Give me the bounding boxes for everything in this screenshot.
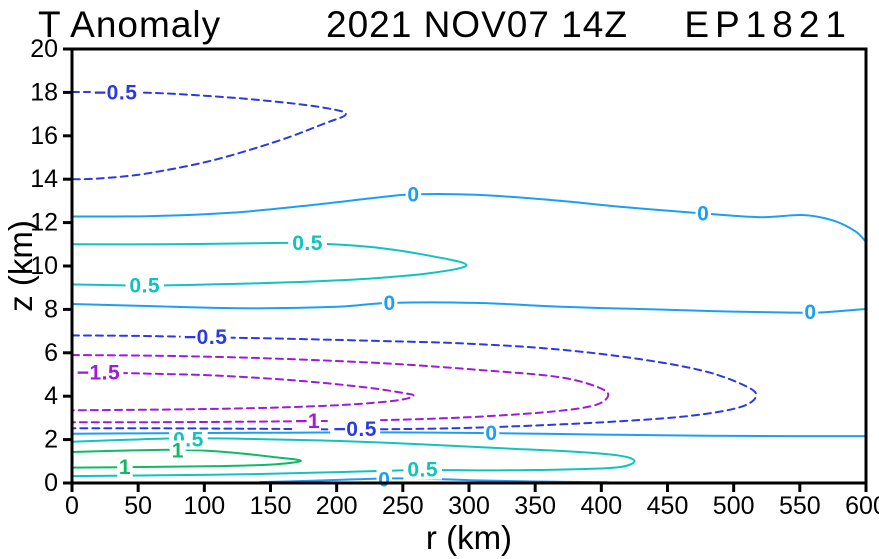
contour-label-0: 0 [378,468,390,491]
title-variable: T Anomaly [38,4,221,45]
contour-label-0: 0 [485,422,497,445]
contour-label-mask [483,423,500,444]
x-tick-label: 500 [713,492,755,520]
y-tick-label: 8 [44,295,58,323]
contour-lines-layer [72,90,866,483]
x-tick-label: 450 [647,492,689,520]
contour-label-mask [403,459,442,480]
contour-line-1 [72,448,302,469]
contour-label-0.5: 0.5 [292,232,323,255]
x-tick-label: 200 [316,492,358,520]
contour-label-mask [73,362,124,383]
x-tick-label: 350 [514,492,556,520]
contour-label-mask [294,411,322,432]
contour-label-0.5: 0.5 [129,275,160,298]
y-tick-label: 0 [44,469,58,497]
x-tick-label: 400 [580,492,622,520]
x-tick-label: 150 [250,492,292,520]
contour-line-0 [72,301,866,314]
x-tick-label: 50 [124,492,152,520]
y-tick-label: 16 [30,122,58,150]
contour-label--0.5: −0.5 [184,326,227,349]
contour-label-0: 0 [697,202,709,225]
y-tick-label: 6 [44,339,58,367]
x-tick-label: 100 [183,492,225,520]
x-axis-title: r (km) [426,519,512,556]
contour-label-mask [117,457,133,478]
y-tick-label: 4 [44,382,58,410]
y-tick-label: 14 [30,165,58,193]
contour-label-mask [288,233,327,254]
y-tick-label: 2 [44,426,58,454]
contour-line-0.5 [72,437,636,478]
contour-label-mask [125,275,165,296]
contour-label-0: 0 [804,301,816,324]
x-tick-label: 250 [382,492,424,520]
plot-title: T Anomaly 2021 NOV07 14Z EP1821 [38,4,852,45]
title-datetime: 2021 NOV07 14Z [326,4,628,45]
contour-label--0.5: −0.5 [333,418,376,441]
contour-label-0: 0 [407,183,419,206]
contour-label-1: 1 [119,456,131,479]
x-tick-label: 600 [845,492,879,520]
contour-label-mask [170,440,186,461]
contour-label--1.5: −1.5 [77,361,120,384]
x-tick-label: 550 [779,492,821,520]
contour-line--0.5 [72,334,758,431]
contour-label-0.5: 0.5 [407,459,438,482]
contour-label-mask [802,302,819,323]
contour-label-mask [330,418,381,439]
axes-layer: 0501001502002503003504004505005506000246… [30,35,879,520]
contour-line-0.5 [72,241,468,287]
contour-line--1 [72,354,610,424]
y-tick-label: 10 [30,252,58,280]
contour-label--0.5: −0.5 [94,81,137,104]
x-tick-label: 300 [448,492,490,520]
contour-line--0.5 [72,90,347,181]
plot-frame [70,47,868,485]
x-tick-label: 0 [65,492,79,520]
contour-label-mask [381,292,398,313]
y-axis-title: z (km) [2,220,39,312]
contour-label-0: 0 [384,292,396,315]
contour-label-mask [180,327,231,348]
contour-label-mask [695,203,711,224]
y-tick-label: 20 [30,35,58,63]
contour-label-mask [90,82,141,103]
y-tick-label: 12 [30,209,58,237]
contour-label-1: 1 [172,439,184,462]
y-tick-label: 18 [30,78,58,106]
contour-label-mask [405,184,422,205]
contour-line-0 [72,193,866,244]
contour-line--1.5 [72,370,415,412]
contour-label--1: −1 [295,410,320,433]
title-storm-id: EP1821 [684,4,852,45]
